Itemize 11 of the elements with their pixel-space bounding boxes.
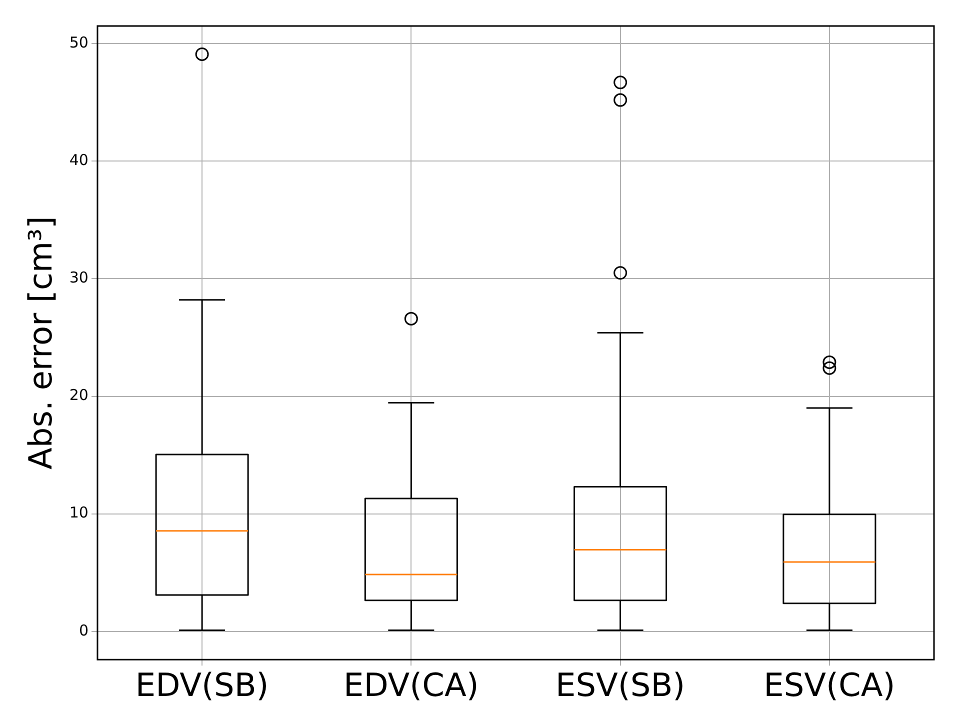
x-tick-label: EDV(CA)	[343, 666, 479, 704]
y-tick-label: 20	[69, 386, 88, 404]
y-tick-label: 40	[69, 151, 88, 170]
y-tick-label: 0	[78, 621, 88, 640]
x-tick-label: ESV(SB)	[555, 666, 686, 704]
y-axis-title: Abs. error [cm³]	[22, 216, 60, 470]
x-tick-label: EDV(SB)	[135, 666, 269, 704]
y-tick-label: 30	[69, 268, 88, 287]
y-tick-label: 50	[69, 34, 88, 52]
x-tick-label: ESV(CA)	[764, 666, 896, 704]
y-tick-label: 10	[69, 504, 88, 522]
